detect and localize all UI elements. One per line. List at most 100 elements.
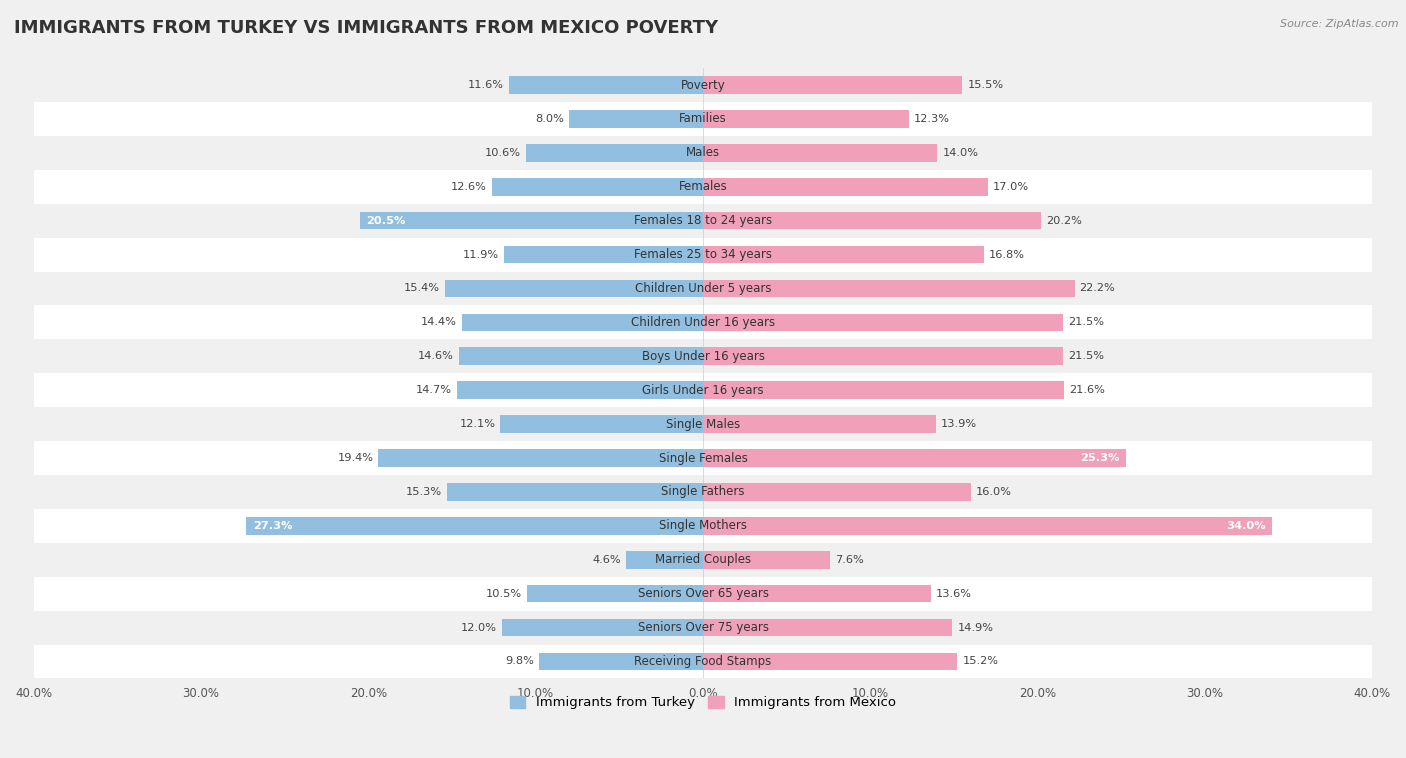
Text: Females 18 to 24 years: Females 18 to 24 years (634, 215, 772, 227)
Text: 15.2%: 15.2% (963, 656, 998, 666)
Bar (526, 144, 703, 161)
Text: 7.6%: 7.6% (835, 555, 863, 565)
Bar (34, 68, 1372, 102)
Text: 17.0%: 17.0% (993, 182, 1029, 192)
Text: Children Under 5 years: Children Under 5 years (634, 282, 772, 295)
Bar (703, 483, 970, 501)
Text: 21.5%: 21.5% (1067, 351, 1104, 362)
Bar (34, 373, 1372, 407)
Bar (34, 170, 1372, 204)
Text: 10.5%: 10.5% (486, 589, 522, 599)
Text: Single Males: Single Males (666, 418, 740, 431)
Text: 4.6%: 4.6% (592, 555, 621, 565)
Bar (703, 347, 1063, 365)
Bar (458, 347, 703, 365)
Bar (457, 381, 703, 399)
Text: Single Mothers: Single Mothers (659, 519, 747, 532)
Bar (463, 314, 703, 331)
Bar (509, 77, 703, 94)
Text: Married Couples: Married Couples (655, 553, 751, 566)
Text: 14.0%: 14.0% (942, 148, 979, 158)
Text: 12.0%: 12.0% (461, 622, 498, 633)
Bar (703, 551, 830, 568)
Text: 9.8%: 9.8% (505, 656, 534, 666)
Bar (492, 178, 703, 196)
Bar (703, 517, 1272, 534)
Bar (34, 340, 1372, 373)
Bar (502, 619, 703, 637)
Text: Families: Families (679, 112, 727, 125)
Text: 21.6%: 21.6% (1070, 385, 1105, 395)
Text: 20.5%: 20.5% (367, 215, 406, 226)
Text: 34.0%: 34.0% (1226, 521, 1265, 531)
Text: 19.4%: 19.4% (337, 453, 374, 463)
Bar (703, 449, 1126, 467)
Bar (703, 280, 1074, 297)
Text: Children Under 16 years: Children Under 16 years (631, 316, 775, 329)
Bar (703, 211, 1040, 230)
Bar (446, 280, 703, 297)
Bar (34, 305, 1372, 340)
Text: 15.5%: 15.5% (967, 80, 1004, 90)
Bar (703, 144, 938, 161)
Bar (34, 204, 1372, 237)
Text: IMMIGRANTS FROM TURKEY VS IMMIGRANTS FROM MEXICO POVERTY: IMMIGRANTS FROM TURKEY VS IMMIGRANTS FRO… (14, 19, 718, 37)
Text: 21.5%: 21.5% (1067, 318, 1104, 327)
Bar (34, 577, 1372, 611)
Bar (34, 611, 1372, 644)
Bar (34, 102, 1372, 136)
Text: 14.9%: 14.9% (957, 622, 994, 633)
Bar (447, 483, 703, 501)
Bar (703, 314, 1063, 331)
Bar (703, 381, 1064, 399)
Text: Single Fathers: Single Fathers (661, 485, 745, 499)
Bar (34, 441, 1372, 475)
Text: Girls Under 16 years: Girls Under 16 years (643, 384, 763, 396)
Text: 11.9%: 11.9% (463, 249, 499, 259)
Text: 22.2%: 22.2% (1080, 283, 1115, 293)
Text: 8.0%: 8.0% (536, 114, 564, 124)
Text: Receiving Food Stamps: Receiving Food Stamps (634, 655, 772, 668)
Text: Seniors Over 75 years: Seniors Over 75 years (637, 621, 769, 634)
Bar (703, 415, 935, 433)
Bar (703, 77, 963, 94)
Bar (626, 551, 703, 568)
Text: Males: Males (686, 146, 720, 159)
Text: Females 25 to 34 years: Females 25 to 34 years (634, 248, 772, 261)
Text: 12.3%: 12.3% (914, 114, 950, 124)
Text: 14.7%: 14.7% (416, 385, 451, 395)
Bar (34, 543, 1372, 577)
Text: Boys Under 16 years: Boys Under 16 years (641, 349, 765, 363)
Bar (34, 644, 1372, 678)
Text: 13.9%: 13.9% (941, 419, 977, 429)
Text: Seniors Over 65 years: Seniors Over 65 years (637, 587, 769, 600)
Bar (34, 237, 1372, 271)
Text: 27.3%: 27.3% (253, 521, 292, 531)
Bar (34, 271, 1372, 305)
Text: 15.3%: 15.3% (406, 487, 441, 497)
Bar (501, 415, 703, 433)
Text: 12.6%: 12.6% (451, 182, 486, 192)
Text: 16.8%: 16.8% (990, 249, 1025, 259)
Text: Females: Females (679, 180, 727, 193)
Bar (703, 653, 957, 670)
Bar (538, 653, 703, 670)
Bar (703, 619, 952, 637)
Bar (527, 585, 703, 603)
Bar (34, 136, 1372, 170)
Legend: Immigrants from Turkey, Immigrants from Mexico: Immigrants from Turkey, Immigrants from … (505, 691, 901, 715)
Bar (246, 517, 703, 534)
Bar (378, 449, 703, 467)
Bar (360, 211, 703, 230)
Text: 11.6%: 11.6% (468, 80, 503, 90)
Bar (569, 110, 703, 128)
Text: 13.6%: 13.6% (935, 589, 972, 599)
Bar (703, 585, 931, 603)
Bar (703, 246, 984, 263)
Text: 20.2%: 20.2% (1046, 215, 1083, 226)
Text: 12.1%: 12.1% (460, 419, 495, 429)
Bar (34, 509, 1372, 543)
Text: 25.3%: 25.3% (1080, 453, 1119, 463)
Text: 10.6%: 10.6% (485, 148, 520, 158)
Text: Poverty: Poverty (681, 79, 725, 92)
